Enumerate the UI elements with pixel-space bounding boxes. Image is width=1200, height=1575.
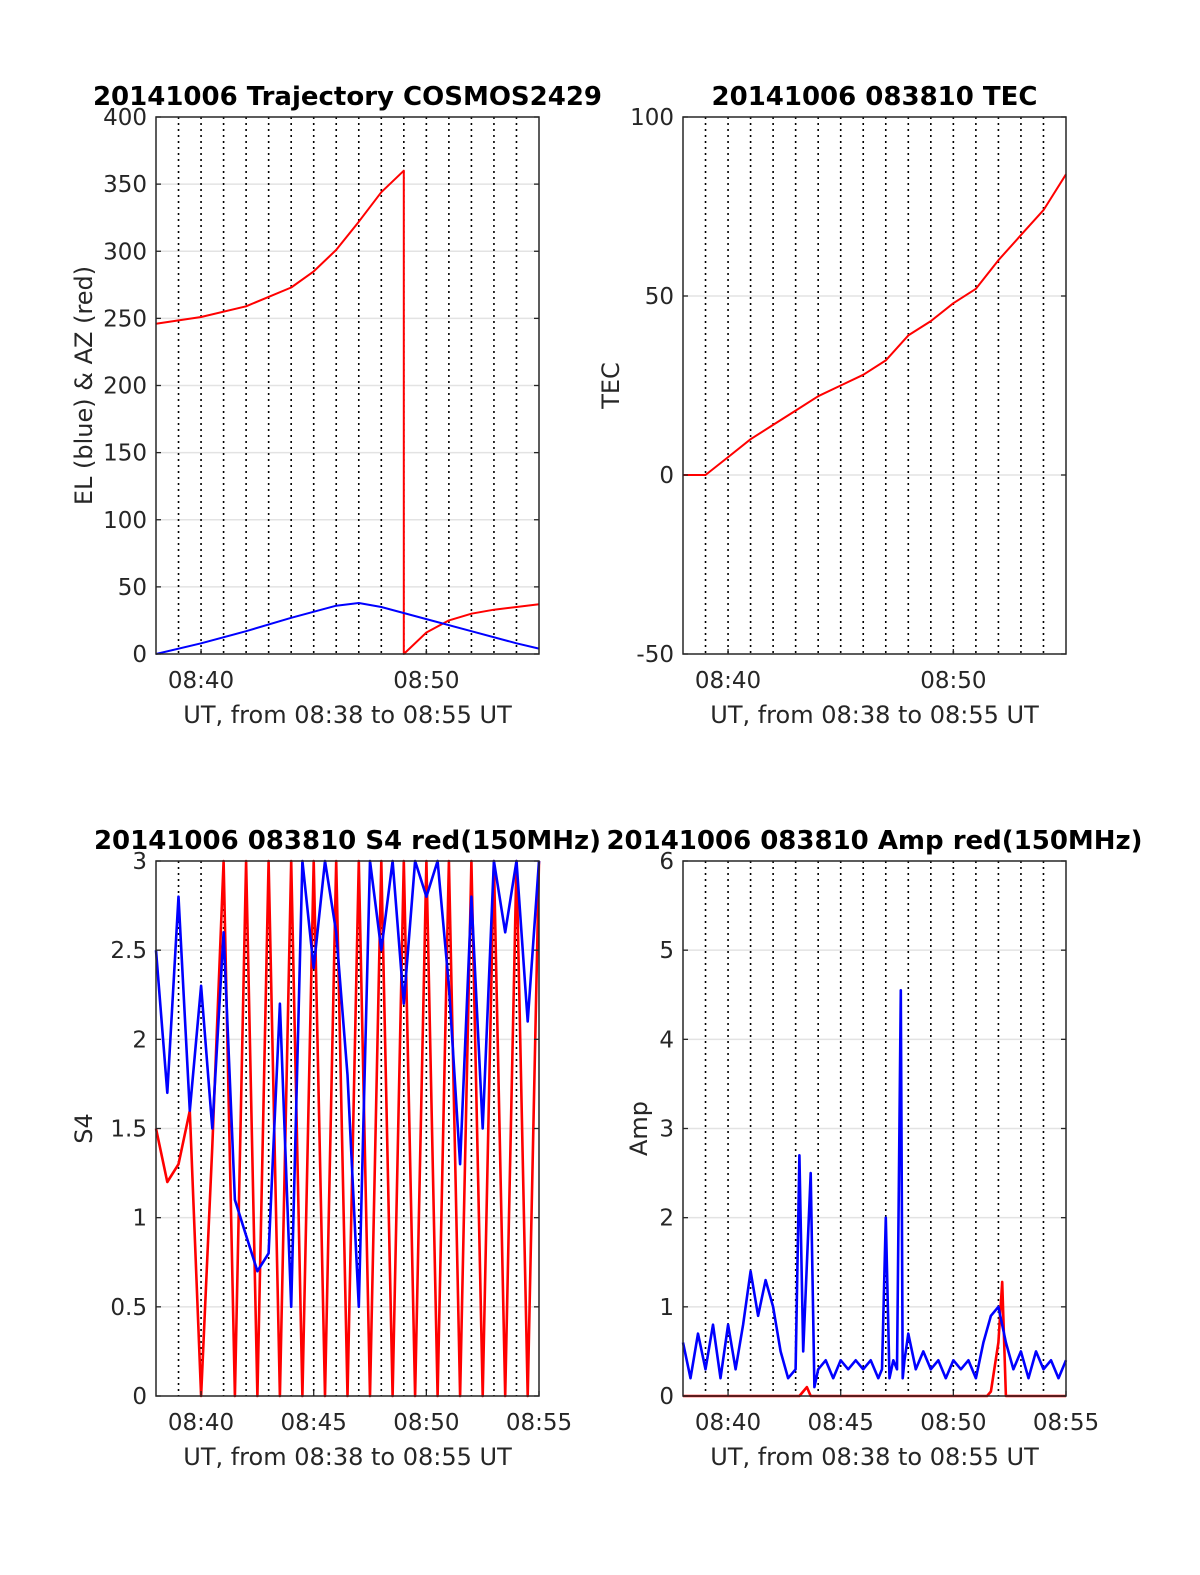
y-tick-label: 2.5 <box>110 938 147 964</box>
series-line-blue <box>154 859 541 1309</box>
x-tick-label: 08:50 <box>920 668 986 694</box>
series-line-blue <box>681 988 1068 1389</box>
y-tick-label: 100 <box>103 508 147 534</box>
x-tick-label: 08:50 <box>393 1410 459 1436</box>
y-tick-label: 400 <box>103 105 147 131</box>
y-tick-label: 1 <box>132 1206 147 1232</box>
y-tick-label: 3 <box>132 849 147 875</box>
y-tick-label: 150 <box>103 441 147 467</box>
y-tick-label: 0 <box>659 1384 674 1410</box>
y-axis-label: TEC <box>597 362 625 410</box>
x-tick-label: 08:40 <box>168 668 234 694</box>
y-tick-label: 6 <box>659 849 674 875</box>
y-tick-label: 4 <box>659 1027 674 1053</box>
y-tick-label: 200 <box>103 374 147 400</box>
chart-title: 20141006 083810 TEC <box>712 82 1038 112</box>
plot-area <box>683 117 1066 654</box>
x-tick-label: 08:55 <box>1033 1410 1099 1436</box>
y-tick-label: 1.5 <box>110 1117 147 1143</box>
x-tick-label: 08:40 <box>695 1410 761 1436</box>
chart-panel-3: 0 0.5 1 1.5 2 2.5 3 08:40 08:45 08:50 08:55 2014100… <box>70 826 601 1471</box>
y-tick-label: 0 <box>659 463 674 489</box>
chart-title: 20141006 Trajectory COSMOS2429 <box>93 82 602 112</box>
y-tick-label: 3 <box>659 1117 674 1143</box>
series-line-blue <box>155 602 540 655</box>
y-tick-label: 5 <box>659 938 674 964</box>
chart-title: 20141006 083810 S4 red(150MHz) <box>94 826 601 856</box>
x-tick-label: 08:45 <box>281 1410 347 1436</box>
x-tick-label: 08:45 <box>808 1410 874 1436</box>
y-tick-label: 2 <box>659 1206 674 1232</box>
x-axis-label: UT, from 08:38 to 08:55 UT <box>710 701 1039 729</box>
x-tick-label: 08:50 <box>393 668 459 694</box>
y-tick-label: 100 <box>630 105 674 131</box>
x-axis-label: UT, from 08:38 to 08:55 UT <box>710 1443 1039 1471</box>
y-tick-label: 0.5 <box>110 1295 147 1321</box>
chart-title: 20141006 083810 Amp red(150MHz) <box>606 826 1142 856</box>
y-axis-label: S4 <box>70 1113 98 1144</box>
axes-box <box>682 116 1067 655</box>
y-tick-label: 2 <box>132 1027 147 1053</box>
chart-panel-2: -50 0 50 100 08:40 08:50 20141006 083810 TEC UT… <box>597 82 1067 729</box>
y-axis-label: EL (blue) & AZ (red) <box>70 266 98 505</box>
y-tick-label: 250 <box>103 306 147 332</box>
chart-panel-1: 0 50 100 150 200 250 300 350 400 08:40 08:50 201410… <box>70 82 602 729</box>
y-tick-label: 350 <box>103 172 147 198</box>
y-tick-label: -50 <box>636 642 674 668</box>
x-axis-label: UT, from 08:38 to 08:55 UT <box>183 701 512 729</box>
series-line-red <box>683 173 1067 476</box>
chart-panel-4: 0 1 2 3 4 5 6 08:40 08:45 08:50 08:55 20141006 0838… <box>606 826 1142 1471</box>
y-axis-label: Amp <box>625 1101 653 1156</box>
x-axis-label: UT, from 08:38 to 08:55 UT <box>183 1443 512 1471</box>
x-tick-label: 08:40 <box>168 1410 234 1436</box>
x-tick-label: 08:50 <box>920 1410 986 1436</box>
y-tick-label: 0 <box>132 1384 147 1410</box>
y-tick-label: 50 <box>645 284 674 310</box>
x-tick-label: 08:40 <box>695 668 761 694</box>
x-tick-label: 08:55 <box>506 1410 572 1436</box>
y-tick-label: 0 <box>132 642 147 668</box>
y-tick-label: 300 <box>103 239 147 265</box>
y-tick-label: 50 <box>118 575 147 601</box>
y-tick-label: 1 <box>659 1295 674 1321</box>
series-line-red <box>155 169 540 655</box>
